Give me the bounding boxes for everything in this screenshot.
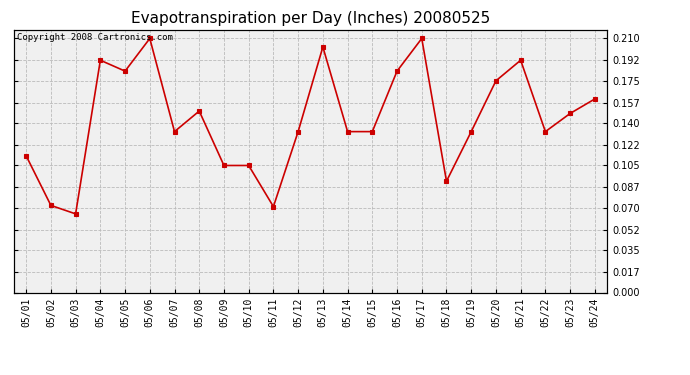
- Text: Copyright 2008 Cartronics.com: Copyright 2008 Cartronics.com: [17, 33, 172, 42]
- Title: Evapotranspiration per Day (Inches) 20080525: Evapotranspiration per Day (Inches) 2008…: [131, 11, 490, 26]
